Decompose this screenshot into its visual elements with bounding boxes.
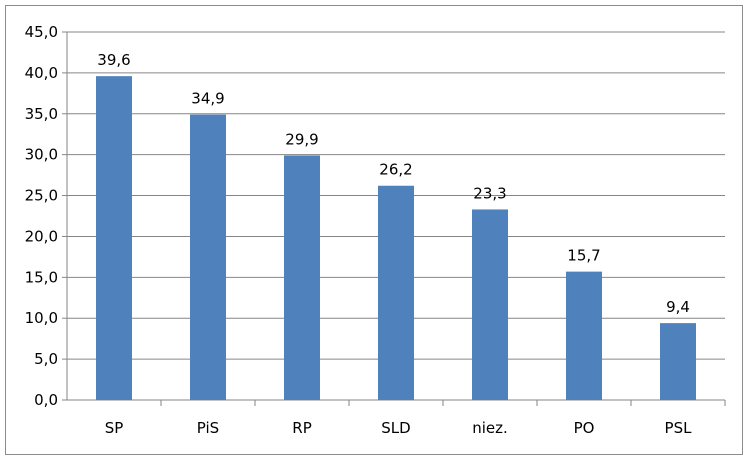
data-label: 9,4 (666, 298, 690, 316)
x-category-label: SP (105, 419, 124, 437)
y-tick-label: 15,0 (25, 268, 58, 286)
y-tick-label: 20,0 (25, 227, 58, 245)
x-category-label: niez. (472, 419, 508, 437)
y-tick-label: 40,0 (25, 64, 58, 82)
x-category-label: PSL (665, 419, 693, 437)
x-category-label: RP (292, 419, 311, 437)
x-category-label: PO (574, 419, 595, 437)
data-label: 26,2 (379, 161, 412, 179)
bar-sp (96, 76, 132, 400)
bar-psl (660, 323, 696, 400)
y-tick-label: 35,0 (25, 105, 58, 123)
bar-pis (190, 114, 226, 401)
data-label: 34,9 (191, 90, 224, 108)
y-tick-label: 5,0 (34, 350, 58, 368)
y-tick-label: 30,0 (25, 146, 58, 164)
data-label: 39,6 (97, 51, 130, 69)
bar-niez (472, 209, 508, 400)
bar-rp (284, 155, 320, 400)
data-label: 15,7 (567, 247, 600, 265)
data-label: 29,9 (285, 130, 318, 148)
x-category-label: PiS (197, 419, 219, 437)
bar-sld (378, 185, 414, 400)
bar-po (566, 271, 602, 400)
y-tick-label: 45,0 (25, 23, 58, 41)
y-tick-label: 25,0 (25, 187, 58, 205)
y-tick-label: 10,0 (25, 309, 58, 327)
y-tick-label: 0,0 (34, 391, 58, 409)
x-category-label: SLD (381, 419, 410, 437)
data-label: 23,3 (473, 184, 506, 202)
